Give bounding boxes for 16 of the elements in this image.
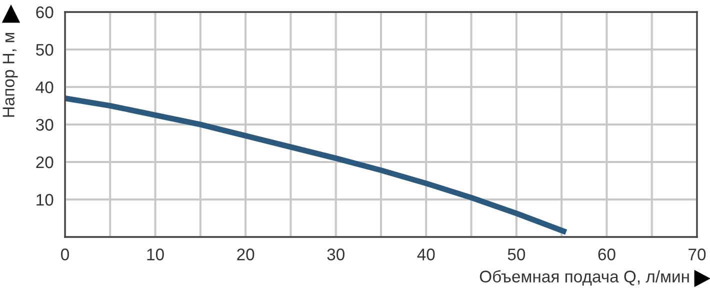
y-tick-label: 50 — [36, 44, 54, 56]
x-axis-title: Объемная подача Q, л/мин — [480, 270, 689, 286]
x-tick-label: 50 — [508, 248, 526, 260]
y-tick-label: 30 — [36, 118, 54, 131]
y-tick-label: 60 — [36, 6, 54, 18]
x-tick-label: 70 — [688, 248, 706, 260]
y-tick-label: 40 — [36, 81, 54, 94]
y-axis-title: Напор H, м — [2, 33, 18, 117]
x-tick-label: 20 — [237, 248, 254, 260]
x-tick-label: 40 — [417, 248, 435, 260]
x-tick-label: 10 — [147, 248, 164, 260]
y-tick-label: 10 — [36, 194, 54, 206]
x-tick-label: 30 — [327, 248, 344, 260]
x-tick-label: 0 — [61, 248, 69, 260]
y-tick-label: 20 — [36, 156, 54, 168]
x-tick-label: 60 — [598, 248, 616, 260]
